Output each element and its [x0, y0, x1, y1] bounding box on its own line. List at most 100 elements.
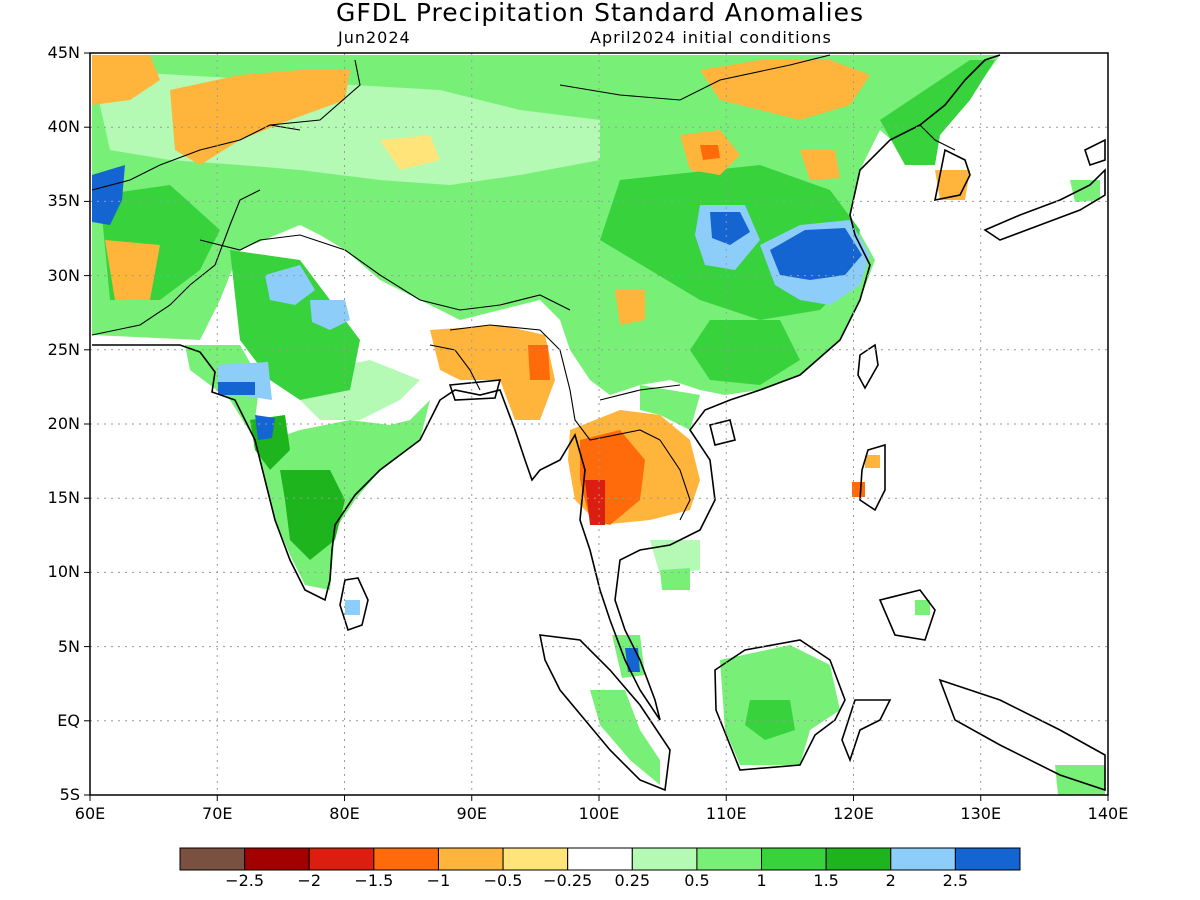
colorbar-swatch — [437, 847, 504, 871]
island-coast — [857, 343, 879, 390]
lon-label: 140E — [1087, 804, 1129, 823]
anomaly-region — [170, 70, 350, 165]
country-border — [429, 344, 481, 391]
anomaly-region — [528, 345, 550, 380]
colorbar-swatch — [825, 847, 892, 871]
anomaly-region — [430, 325, 555, 420]
colorbar-label: −2 — [297, 871, 322, 890]
map-title: GFDL Precipitation Standard Anomalies — [336, 0, 864, 27]
anomaly-region — [265, 265, 315, 305]
grid-layer — [90, 53, 1108, 795]
anomaly-region — [880, 60, 995, 165]
lat-label: 5S — [59, 785, 80, 804]
colorbar-swatch — [373, 847, 439, 871]
anomaly-region — [255, 415, 275, 440]
island-coast — [878, 589, 936, 641]
colorbar-label: −0.5 — [483, 871, 523, 890]
lat-label: 15N — [47, 488, 80, 508]
lat-label: 45N — [47, 43, 80, 62]
anomaly-region — [218, 382, 255, 395]
coastline-layer — [92, 54, 1106, 792]
anomaly-region — [185, 345, 430, 590]
anomaly-region — [650, 540, 700, 575]
island-coast — [714, 639, 846, 771]
lat-label: EQ — [57, 710, 80, 730]
colorbar-swatch — [890, 847, 956, 871]
anomaly-region — [280, 470, 345, 560]
colorbar-label: 2 — [885, 871, 896, 890]
lon-label: 80E — [329, 804, 360, 823]
colorbar-label: 0.5 — [684, 871, 710, 890]
island-coast — [339, 577, 369, 632]
lon-label: 100E — [578, 804, 620, 823]
lat-label: 35N — [47, 191, 80, 211]
anomaly-region — [700, 145, 720, 160]
lon-label: 60E — [74, 804, 106, 823]
map-frame — [89, 52, 1109, 796]
forecast-month: Jun2024 — [338, 28, 411, 47]
anomaly-region — [710, 212, 750, 245]
anomaly-region — [865, 455, 880, 468]
colorbar-label: 1.5 — [813, 871, 839, 890]
anomaly-region — [92, 165, 125, 225]
colorbar-label: −1.5 — [354, 871, 394, 890]
anomaly-region — [800, 150, 840, 180]
anomaly-region — [745, 700, 795, 740]
anomaly-region — [380, 135, 440, 170]
anomaly-region — [690, 320, 800, 385]
island-coast — [448, 379, 502, 401]
lat-label: 40N — [47, 117, 80, 137]
lat-label: 5N — [57, 636, 80, 656]
colorbar-label: −2.5 — [225, 871, 265, 890]
country-border — [599, 384, 681, 401]
colorbar-label: −1 — [426, 871, 451, 890]
lon-label: 110E — [705, 804, 747, 823]
colorbar-swatch — [696, 847, 763, 871]
colorbar-swatch — [761, 847, 827, 871]
tick-layer — [84, 52, 1109, 801]
anomaly-region — [345, 600, 360, 615]
border-layer — [91, 54, 956, 521]
colorbar — [179, 847, 1021, 871]
lon-label: 90E — [456, 804, 487, 823]
anomaly-region — [915, 600, 930, 615]
lat-label: 30N — [47, 265, 80, 285]
country-border — [919, 124, 956, 151]
island-coast — [538, 634, 671, 792]
island-coast — [841, 699, 892, 763]
colorbar-label: 0.25 — [614, 871, 651, 890]
lon-label: 70E — [202, 804, 233, 823]
initial-conditions-label: April2024 initial conditions — [590, 28, 832, 47]
island-coast — [933, 148, 971, 202]
anomaly-region — [1055, 765, 1105, 795]
island-coast — [1084, 138, 1106, 167]
lon-label: 130E — [960, 804, 1002, 823]
anomaly-region — [92, 55, 160, 105]
anomaly-region — [640, 385, 700, 430]
colorbar-label: 2.5 — [942, 871, 969, 890]
island-coast — [983, 168, 1106, 241]
anomaly-region — [660, 568, 690, 590]
anomaly-region — [590, 690, 660, 785]
colorbar-swatch — [567, 847, 633, 871]
colorbar-swatch — [179, 847, 246, 871]
anomaly-region — [770, 228, 862, 280]
colorbar-swatch — [502, 847, 569, 871]
colorbar-label: −0.25 — [543, 871, 593, 890]
country-border — [659, 439, 691, 521]
colorbar-swatch — [244, 847, 310, 871]
anomaly-region — [615, 290, 645, 325]
colorbar-swatch — [954, 847, 1021, 871]
lat-label: 20N — [47, 414, 80, 433]
colorbar-swatch — [308, 847, 375, 871]
country-border — [269, 59, 361, 126]
island-coast — [709, 419, 736, 446]
anomaly-fill-layer — [92, 55, 1105, 795]
lon-label: 120E — [833, 804, 874, 823]
country-border — [199, 234, 571, 311]
island-coast — [938, 678, 1106, 792]
anomaly-region — [1070, 180, 1100, 202]
colorbar-label: 1 — [756, 871, 767, 890]
colorbar-swatch — [631, 847, 698, 871]
